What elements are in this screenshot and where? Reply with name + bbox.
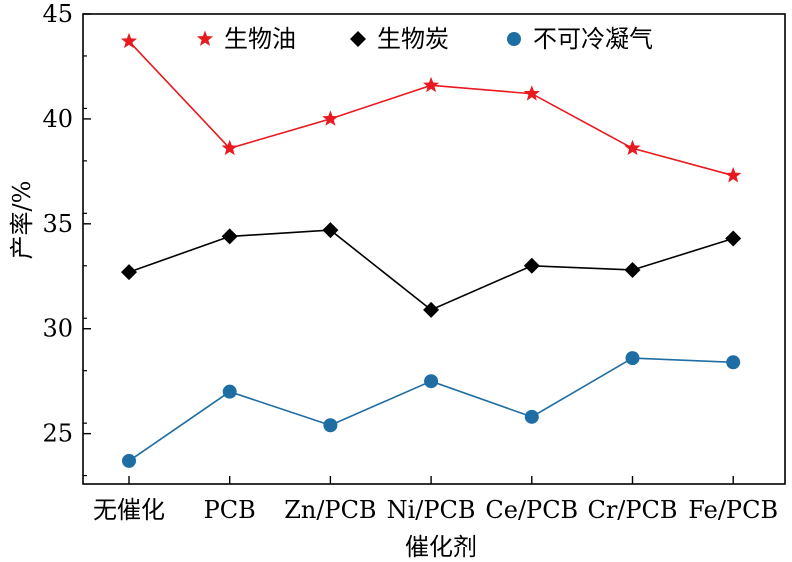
data-point (121, 264, 137, 281)
data-point (122, 453, 136, 468)
data-point (120, 32, 138, 49)
legend-marker (507, 32, 521, 46)
legend-marker (196, 30, 214, 46)
data-point (323, 418, 338, 433)
data-point (726, 355, 741, 370)
data-point (221, 139, 238, 156)
x-tick-label: Zn/PCB (284, 496, 376, 524)
series-line (128, 40, 734, 177)
y-tick-label: 25 (42, 420, 73, 448)
x-tick-label: Fe/PCB (688, 496, 778, 524)
series-diamond (121, 222, 742, 318)
legend-label: 生物炭 (377, 25, 449, 53)
legend-marker (350, 31, 366, 47)
data-point (322, 110, 339, 126)
legend-label: 不可冷凝气 (533, 25, 653, 53)
x-tick-label: 无催化 (93, 496, 165, 524)
y-tick-label: 30 (42, 315, 73, 343)
y-tick-label: 45 (42, 0, 73, 28)
x-tick-label: Ni/PCB (387, 496, 476, 524)
data-point (423, 76, 440, 93)
data-point (424, 374, 439, 389)
series-star (120, 32, 742, 183)
data-point (625, 351, 640, 366)
x-tick-label: Cr/PCB (587, 496, 677, 524)
data-point (524, 409, 539, 424)
x-tick-label: PCB (204, 496, 256, 524)
data-point (624, 139, 641, 156)
legend-label: 生物油 (224, 25, 296, 53)
data-point (725, 230, 742, 247)
data-point (523, 257, 540, 274)
data-point (725, 167, 742, 183)
data-point (423, 301, 440, 318)
data-point (523, 85, 540, 101)
data-point (624, 261, 641, 278)
y-tick-label: 35 (42, 210, 73, 238)
x-axis-title: 催化剂 (405, 533, 477, 561)
plot-area: 25 30 35 40 45 无催化 PCB Zn/PCB Ni/PCB Ce/PCB Cr/PCB… (42, 0, 786, 524)
series-line (128, 229, 734, 311)
data-point (222, 384, 237, 399)
series-line (128, 357, 734, 462)
plot-frame (82, 13, 786, 485)
data-point (322, 222, 339, 239)
x-tick-label: Ce/PCB (485, 496, 578, 524)
y-axis-title: 产率/% (8, 181, 36, 260)
data-point (221, 228, 238, 245)
y-tick-label: 40 (42, 105, 73, 133)
legend: 生物油 生物炭 不可冷凝气 (196, 25, 653, 53)
series-circle (122, 351, 741, 468)
